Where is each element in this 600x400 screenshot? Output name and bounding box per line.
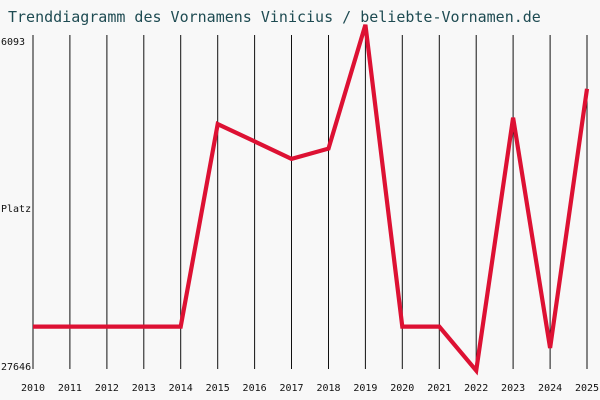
x-tick-2023: 2023 [501,383,525,394]
x-tick-2014: 2014 [169,383,193,394]
x-tick-2025: 2025 [575,383,599,394]
y-axis-labels: 6093 Platz 27646 [1,37,31,373]
rank-trend-line [33,24,590,376]
x-tick-2018: 2018 [316,383,340,394]
x-axis-labels: 2010 2011 2012 2013 2014 2015 2016 2017 2018 2019… [21,383,599,394]
x-tick-2020: 2020 [390,383,414,394]
gridlines [32,35,588,369]
y-axis-label: Platz [1,204,31,215]
x-tick-2019: 2019 [353,383,377,394]
x-tick-2013: 2013 [132,383,156,394]
x-tick-2010: 2010 [21,383,45,394]
x-tick-2021: 2021 [427,383,451,394]
y-tick-bottom: 27646 [1,362,31,373]
x-tick-2024: 2024 [538,383,562,394]
x-tick-2016: 2016 [243,383,267,394]
x-tick-2012: 2012 [95,383,119,394]
y-tick-top: 6093 [1,37,25,48]
series-line [32,24,590,376]
x-tick-2017: 2017 [279,383,303,394]
x-tick-2022: 2022 [464,383,488,394]
x-tick-2011: 2011 [58,383,82,394]
x-tick-2015: 2015 [206,383,230,394]
chart-title: Trenddiagramm des Vornamens Vinicius / b… [8,8,541,26]
